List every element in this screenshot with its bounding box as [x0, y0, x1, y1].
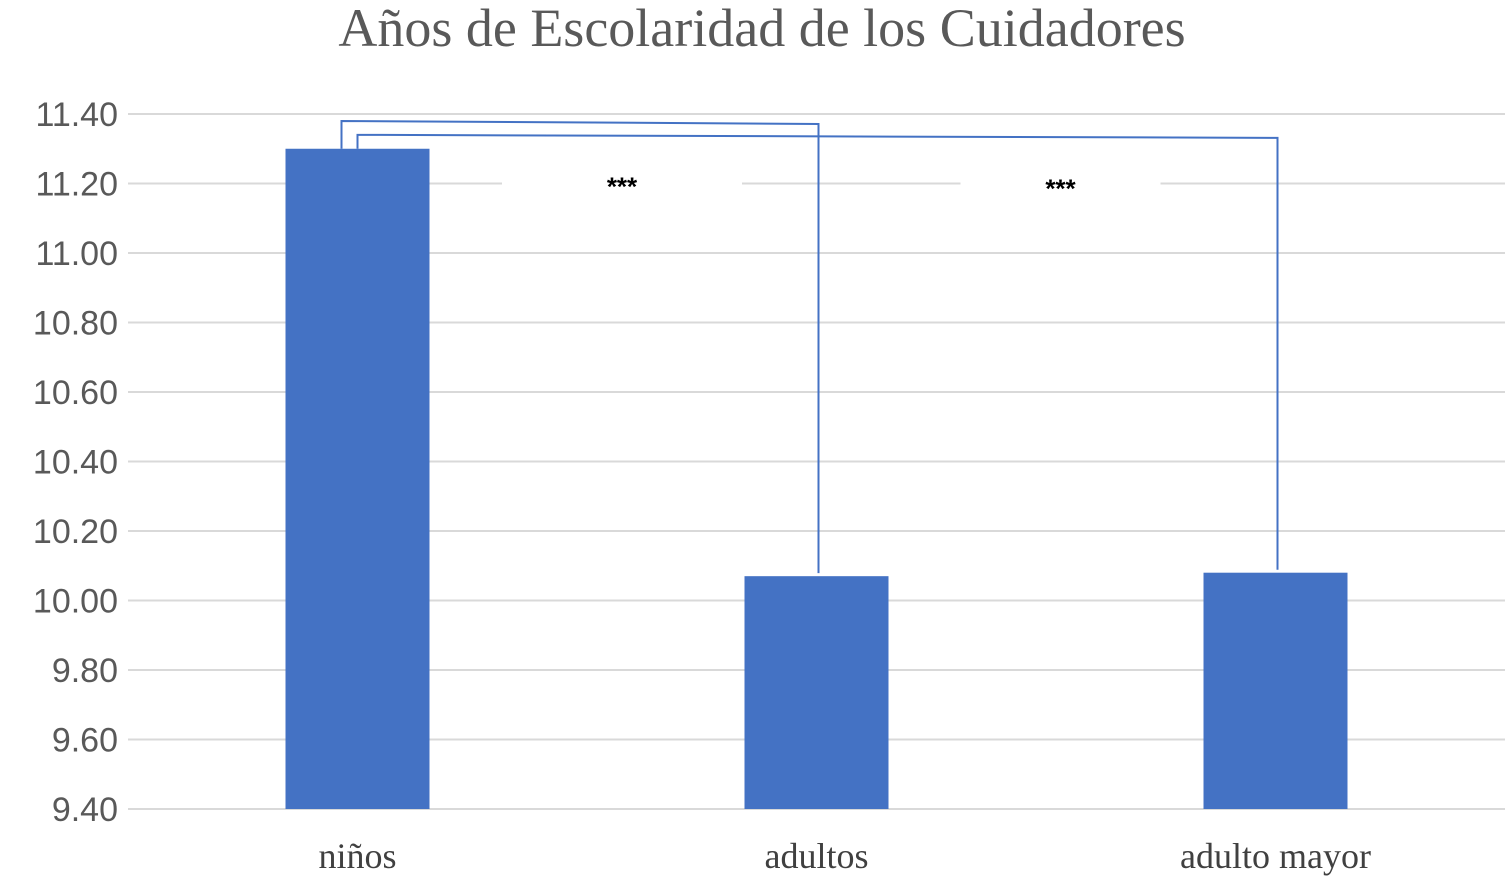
y-tick-label: 11.40: [35, 96, 118, 134]
x-axis: niños adultos adulto mayor: [318, 836, 1370, 876]
bar-0: [285, 148, 430, 809]
annotation-bg: [502, 173, 742, 198]
y-tick-label: 10.40: [33, 444, 118, 482]
significance-brackets: *** ***: [340, 119, 1279, 574]
y-tick-label: 10.60: [33, 374, 118, 412]
significance-bracket-0: [340, 119, 820, 574]
y-tick-label: 9.80: [52, 652, 118, 690]
annotation-bg: [960, 175, 1161, 200]
y-tick-label: 10.20: [33, 513, 118, 551]
y-tick-label: 10.80: [33, 305, 118, 343]
y-tick-label: 11.20: [35, 166, 118, 204]
bars: [285, 148, 1348, 809]
chart-title: Años de Escolaridad de los Cuidadores: [338, 0, 1185, 58]
y-tick-label: 10.00: [33, 583, 118, 621]
x-tick-label: adultos: [765, 836, 869, 876]
y-tick-label: 11.00: [35, 235, 118, 273]
y-tick-label: 9.40: [52, 791, 118, 829]
y-axis: 9.40 9.60 9.80 10.00 10.20 10.40 10.60 10.80 11.…: [33, 96, 118, 829]
significance-label-0: ***: [607, 172, 638, 202]
bar-2: [1203, 572, 1348, 809]
bar-1: [744, 576, 889, 809]
x-tick-label: niños: [318, 836, 396, 876]
x-tick-label: adulto mayor: [1180, 836, 1371, 876]
significance-label-1: ***: [1045, 174, 1076, 204]
y-tick-label: 9.60: [52, 722, 118, 760]
significance-bracket-1: [356, 133, 1279, 570]
